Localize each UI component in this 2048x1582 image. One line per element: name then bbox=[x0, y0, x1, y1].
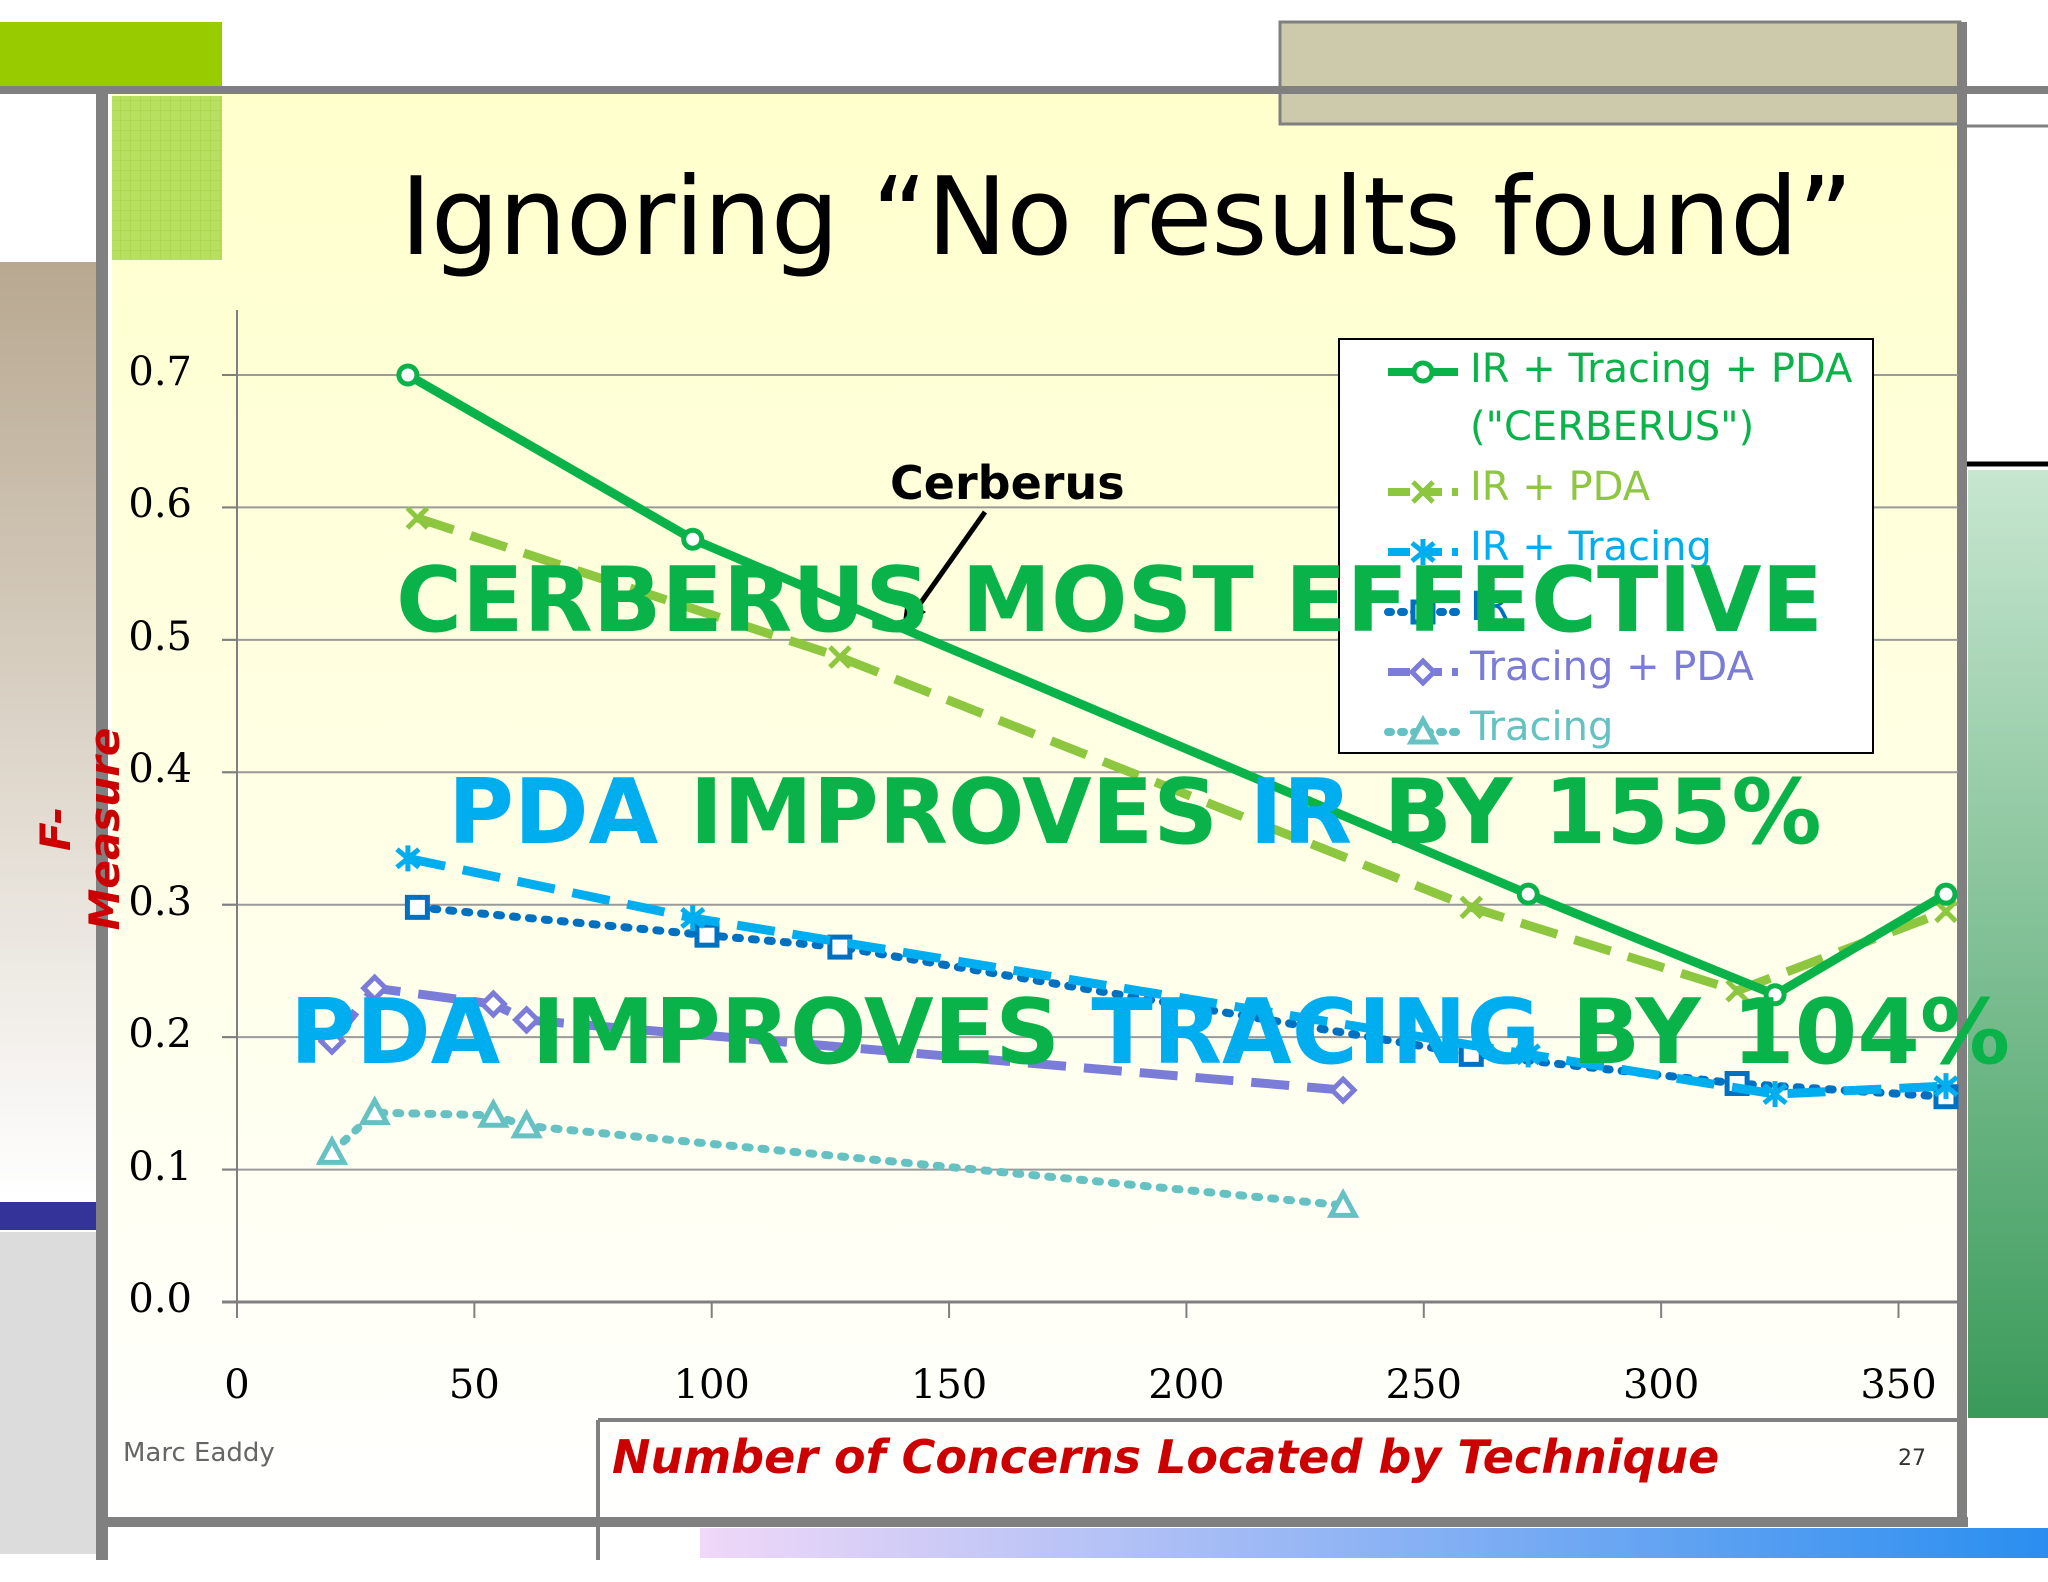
legend-entry-tracing: Tracing bbox=[1470, 704, 1614, 750]
callout-cerberus-most-effective: CERBERUS MOST EFFECTIVE bbox=[396, 548, 1824, 653]
page-number: 27 bbox=[1898, 1446, 1926, 1471]
plot-area bbox=[222, 310, 1959, 1318]
y-tick-label-1: 0.1 bbox=[128, 1143, 192, 1190]
series-line-3 bbox=[413, 903, 1950, 1101]
x-tick-label-4: 200 bbox=[1148, 1362, 1225, 1408]
series-1-point-2 bbox=[1459, 895, 1484, 920]
legend-markers bbox=[1384, 360, 1462, 745]
series-1-point-1 bbox=[828, 645, 852, 669]
legend-marker-3 bbox=[1410, 599, 1436, 625]
callout-3-pda: PDA bbox=[290, 980, 532, 1085]
series-0-point-2 bbox=[1516, 882, 1540, 906]
legend-marker-4 bbox=[1408, 657, 1438, 687]
series-2-point-2 bbox=[1515, 1041, 1541, 1068]
x-tick-label-2: 100 bbox=[673, 1362, 750, 1408]
top-right-tan-block bbox=[1278, 20, 1962, 126]
x-tick-label-6: 300 bbox=[1622, 1362, 1700, 1408]
plot-background bbox=[112, 92, 1960, 1520]
series-4-point-4 bbox=[1328, 1075, 1358, 1105]
x-tick-label-3: 150 bbox=[910, 1362, 988, 1408]
callout-2-improves: IMPROVES bbox=[689, 760, 1250, 865]
legend-marker-5 bbox=[1406, 714, 1440, 745]
x-tick-label-0: 0 bbox=[224, 1362, 250, 1408]
legend-marker-1 bbox=[1411, 480, 1435, 504]
callout-2-ir: IR bbox=[1249, 760, 1384, 865]
legend-entry-cerberus: IR + Tracing + PDA bbox=[1470, 346, 1853, 392]
title-corner-grid-block bbox=[112, 96, 222, 260]
y-tick-label-2: 0.2 bbox=[128, 1011, 192, 1058]
bottom-gradient-bar bbox=[700, 1528, 2048, 1558]
y-tick-label-6: 0.6 bbox=[128, 481, 192, 528]
y-tick-label-7: 0.7 bbox=[128, 349, 192, 395]
chart-legend: IR + Tracing + PDA ("CERBERUS") IR + PDA… bbox=[1338, 338, 1874, 754]
y-tick-label-0: 0.0 bbox=[128, 1276, 192, 1322]
callout-3-by: BY 104% bbox=[1571, 980, 2010, 1085]
series-4-point-1 bbox=[360, 973, 390, 1003]
series-0-point-4 bbox=[1934, 882, 1958, 906]
cerberus-arrow-line bbox=[907, 510, 988, 620]
legend-entry-tracing-pda: Tracing + PDA bbox=[1470, 644, 1754, 690]
series-5-point-4 bbox=[1326, 1188, 1360, 1218]
series-2-point-1 bbox=[680, 904, 706, 931]
series-5-point-2 bbox=[477, 1098, 510, 1128]
top-left-green-block bbox=[0, 22, 222, 86]
series-4-point-2 bbox=[478, 989, 508, 1019]
callout-2-pda: PDA bbox=[448, 760, 690, 865]
series-2-point-3 bbox=[1762, 1081, 1788, 1108]
series-5-point-3 bbox=[510, 1108, 543, 1139]
callout-3-improves: IMPROVES bbox=[531, 980, 1092, 1085]
y-tick-label-4: 0.4 bbox=[128, 746, 192, 793]
series-0-point-0 bbox=[396, 363, 420, 387]
left-blue-strip bbox=[0, 1202, 96, 1230]
series-3-point-1 bbox=[694, 922, 720, 948]
callout-3-tracing: TRACING bbox=[1091, 980, 1572, 1085]
legend-marker-0 bbox=[1411, 360, 1435, 384]
slide-title: Ignoring “No results found” bbox=[400, 155, 1853, 280]
footer-author: Marc Eaddy bbox=[123, 1438, 275, 1468]
series-5-point-1 bbox=[358, 1095, 391, 1126]
series-0-point-3 bbox=[1763, 983, 1787, 1007]
left-gray-strip bbox=[0, 1232, 96, 1554]
series-2-point-0 bbox=[395, 845, 421, 872]
legend-entry-ir-tracing: IR + Tracing bbox=[1470, 524, 1712, 570]
callout-pda-improves-tracing: PDA IMPROVES TRACING BY 104% bbox=[290, 980, 2010, 1085]
x-tick-label-1: 50 bbox=[448, 1362, 500, 1408]
series-1-point-4 bbox=[1934, 899, 1958, 924]
series-2-point-4 bbox=[1933, 1073, 1959, 1100]
x-tick-label-5: 250 bbox=[1385, 1362, 1462, 1408]
callout-2-by: BY 155% bbox=[1383, 760, 1822, 865]
legend-entry-ir-pda: IR + PDA bbox=[1470, 464, 1651, 510]
legend-entry-cerberus-line2: ("CERBERUS") bbox=[1470, 404, 1755, 450]
cerberus-annotation-label: Cerberus bbox=[890, 456, 1125, 510]
x-tick-label-7: 350 bbox=[1860, 1362, 1937, 1408]
callout-pda-improves-ir: PDA IMPROVES IR BY 155% bbox=[448, 760, 1822, 865]
x-axis-label: Number of Concerns Located by Technique bbox=[612, 1430, 1720, 1484]
series-1-point-0 bbox=[405, 506, 430, 530]
y-tick-label-3: 0.3 bbox=[128, 878, 192, 925]
legend-marker-2 bbox=[1410, 539, 1436, 565]
y-tick-label-5: 0.5 bbox=[128, 613, 192, 660]
cerberus-arrow-head bbox=[902, 600, 926, 630]
series-3-point-2 bbox=[827, 934, 853, 960]
series-0-point-1 bbox=[681, 527, 705, 551]
series-3-point-0 bbox=[404, 894, 430, 920]
series-5-point-0 bbox=[315, 1135, 349, 1165]
series-4-point-0 bbox=[317, 1026, 347, 1056]
left-gradient-bar bbox=[0, 262, 96, 1198]
legend-entry-ir: IR bbox=[1470, 584, 1510, 630]
right-gradient-bar bbox=[1968, 470, 2048, 1418]
series-4-point-3 bbox=[512, 1005, 542, 1035]
